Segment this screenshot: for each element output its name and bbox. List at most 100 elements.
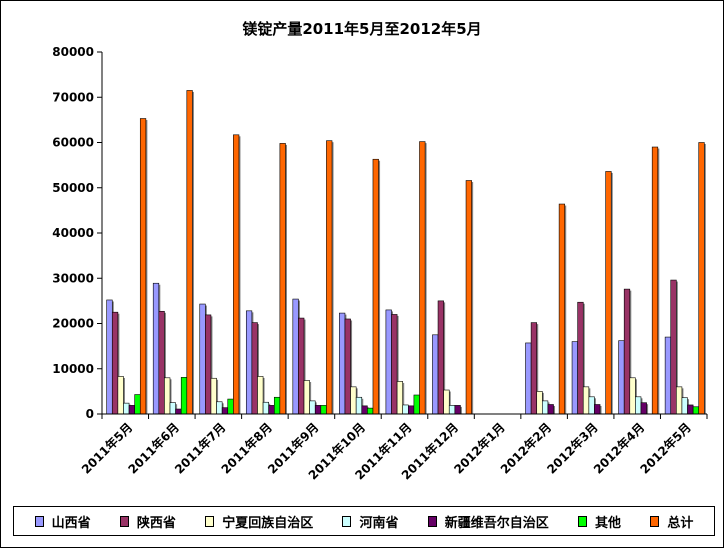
- x-tick-label: 2012年5月: [637, 420, 694, 477]
- bar: [320, 405, 327, 415]
- legend-swatch: [205, 515, 215, 527]
- bar: [664, 336, 672, 415]
- legend-swatch: [650, 515, 660, 527]
- bar: [542, 400, 549, 415]
- bar: [309, 400, 316, 415]
- bar: [139, 118, 147, 415]
- chart-plot: 镁锭产量2011年5月至2012年5月 0 10000 20000 30000 4000…: [52, 20, 708, 483]
- legend-item: 河南省: [342, 512, 398, 531]
- legend-item: 新疆维吾尔自治区: [427, 512, 549, 531]
- bar: [396, 381, 404, 415]
- legend-item: 陕西省: [119, 512, 176, 531]
- bar: [186, 90, 193, 415]
- bar: [169, 402, 176, 415]
- bar: [676, 386, 683, 415]
- bar: [391, 314, 398, 415]
- legend-swatch: [34, 515, 44, 527]
- bar: [635, 396, 642, 415]
- bar: [465, 180, 472, 415]
- y-tick-label: 40000: [52, 226, 94, 240]
- bar: [106, 299, 113, 415]
- bar: [629, 377, 636, 415]
- bar: [651, 146, 659, 415]
- legend-item: 山西省: [34, 512, 91, 531]
- bar: [117, 376, 124, 415]
- bars-layer: [106, 90, 706, 415]
- y-tick-label: 20000: [52, 317, 94, 331]
- bar: [640, 402, 647, 415]
- bar: [273, 396, 281, 415]
- bar: [128, 405, 135, 415]
- legend-label: 宁夏回族自治区: [222, 515, 314, 531]
- bar: [251, 322, 258, 415]
- bar: [594, 404, 601, 415]
- legend-label: 其他: [595, 515, 622, 531]
- legend-label: 新疆维吾尔自治区: [444, 515, 549, 531]
- bar: [692, 406, 700, 415]
- bar: [268, 405, 275, 415]
- bar: [355, 396, 363, 415]
- bar: [367, 407, 374, 415]
- bar: [571, 341, 578, 415]
- y-tick-label: 60000: [52, 136, 94, 150]
- bar: [698, 142, 705, 415]
- bar: [402, 404, 409, 415]
- legend-swatch: [342, 515, 352, 527]
- bar: [199, 303, 206, 415]
- legend-label: 总计: [667, 515, 694, 531]
- bar: [525, 342, 532, 415]
- bar: [227, 398, 234, 415]
- bar: [443, 389, 450, 415]
- bar: [298, 317, 305, 415]
- bar: [245, 310, 253, 415]
- bar: [432, 334, 439, 415]
- y-tick-label: 30000: [52, 271, 94, 285]
- legend-label: 山西省: [51, 515, 91, 531]
- legend-swatch: [578, 515, 588, 527]
- bar: [413, 394, 420, 415]
- legend-label: 陕西省: [136, 515, 176, 531]
- legend-swatch: [119, 515, 129, 527]
- bar: [577, 301, 584, 415]
- y-axis-ticks: 0 10000 20000 30000 40000 50000 60000 70000 8000…: [52, 45, 102, 421]
- x-axis-ticks: 2011年5月2011年6月2011年7月2011年8月2011年9月2011年…: [78, 414, 708, 483]
- bar: [344, 318, 351, 415]
- bar: [582, 386, 590, 415]
- bar: [210, 377, 217, 415]
- y-tick-label: 50000: [52, 181, 94, 195]
- bar: [233, 134, 240, 415]
- bar: [558, 203, 566, 415]
- legend: 山西省 陕西省 宁夏回族自治区 河南省 新疆维吾尔自治区 其他 总计: [13, 506, 715, 536]
- y-tick-label: 0: [86, 407, 94, 421]
- bar: [536, 391, 543, 415]
- bar: [670, 279, 677, 415]
- bar: [134, 394, 141, 415]
- bar: [262, 401, 269, 415]
- bar: [152, 282, 160, 415]
- bar: [339, 312, 346, 415]
- bar: [350, 386, 357, 415]
- bar: [681, 397, 688, 415]
- bar: [372, 158, 379, 415]
- bar: [437, 300, 444, 415]
- bar: [216, 401, 223, 415]
- legend-label: 河南省: [359, 515, 399, 531]
- bar: [385, 309, 392, 415]
- bar: [407, 405, 415, 415]
- bar: [448, 405, 456, 415]
- bar: [164, 377, 171, 415]
- bar: [530, 322, 538, 415]
- bar: [279, 143, 286, 415]
- bar: [205, 314, 212, 415]
- bar: [547, 404, 554, 415]
- y-tick-label: 70000: [52, 90, 94, 104]
- bar: [361, 405, 368, 415]
- bar: [326, 140, 333, 415]
- bar: [314, 405, 322, 415]
- y-tick-label: 80000: [52, 45, 94, 59]
- bar: [623, 288, 631, 415]
- bar: [257, 376, 264, 415]
- bar: [180, 377, 188, 415]
- bar: [588, 396, 595, 415]
